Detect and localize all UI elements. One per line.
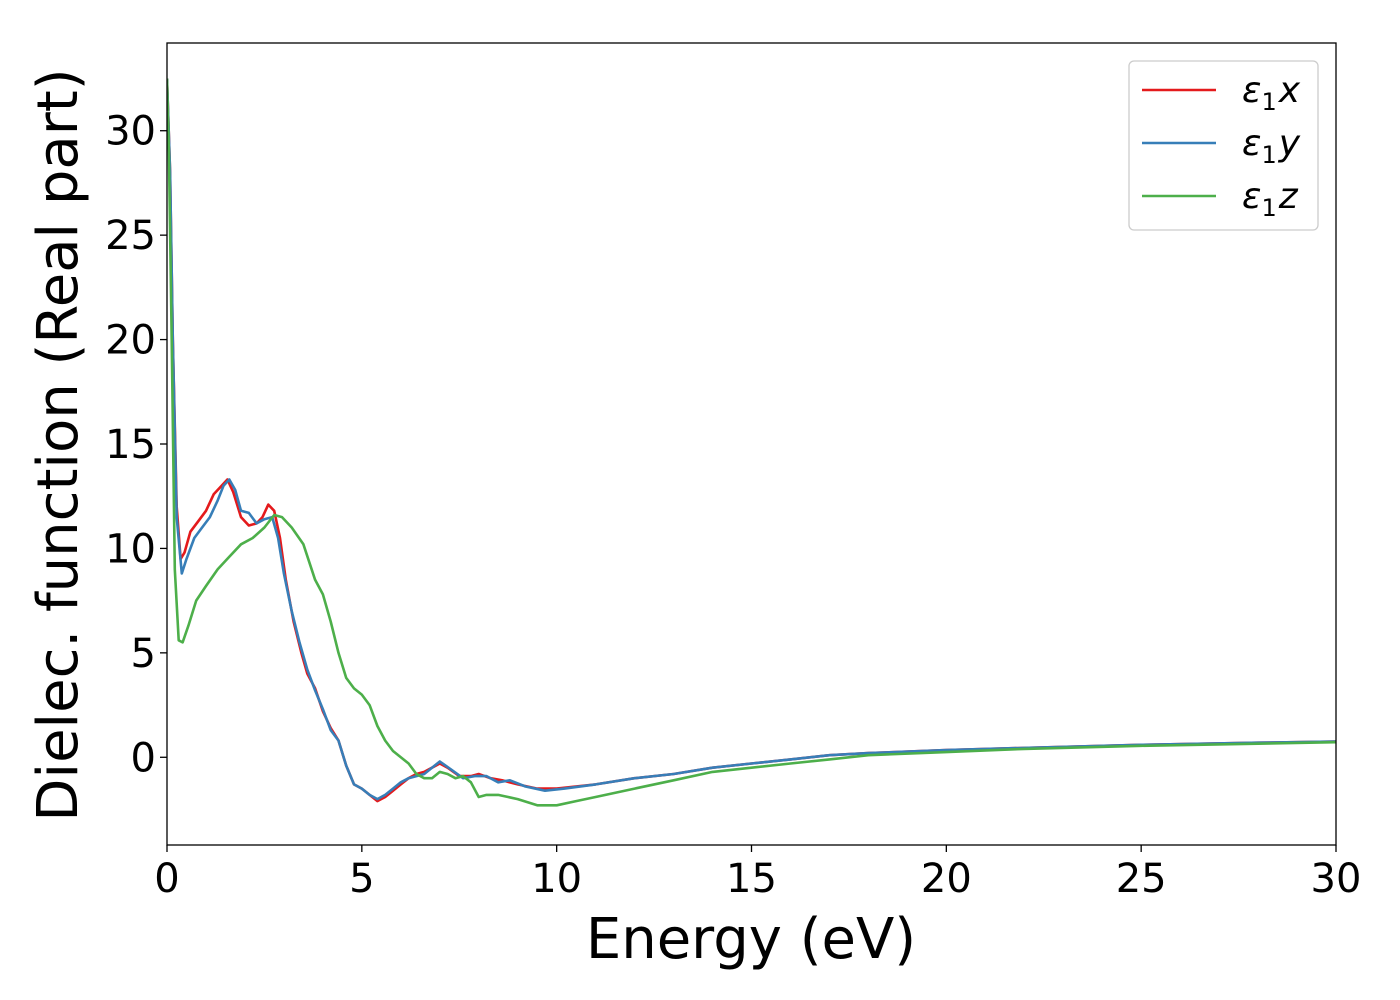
legend-label-z: ε1z — [1242, 176, 1299, 222]
x-tick-label: 5 — [349, 856, 374, 902]
legend-label-y: ε1y — [1242, 123, 1301, 169]
y-tick-label: 10 — [105, 526, 156, 572]
y-tick-label: 0 — [131, 735, 156, 781]
x-tick-label: 10 — [531, 856, 582, 902]
y-tick-label: 15 — [105, 422, 156, 468]
legend: ε1x ε1y ε1z — [1128, 60, 1319, 231]
x-tick-label: 0 — [154, 856, 179, 902]
x-axis-ticks: 0 5 10 15 20 25 30 — [154, 845, 1361, 902]
y-axis-ticks: 0 5 10 15 20 25 30 — [105, 109, 167, 781]
x-tick-label: 25 — [1116, 856, 1167, 902]
y-tick-label: 20 — [105, 318, 156, 364]
x-tick-label: 15 — [726, 856, 777, 902]
y-tick-label: 5 — [131, 631, 156, 677]
x-tick-label: 30 — [1311, 856, 1362, 902]
y-tick-label: 25 — [105, 213, 156, 259]
y-axis-label: Dielec. function (Real part) — [26, 68, 91, 821]
x-tick-label: 20 — [921, 856, 972, 902]
legend-label-x: ε1x — [1242, 70, 1301, 116]
legend-box — [1128, 60, 1319, 231]
x-axis-label: Energy (eV) — [586, 907, 916, 972]
y-tick-label: 30 — [105, 109, 156, 155]
series-line-y — [167, 78, 1336, 801]
plot-lines — [167, 78, 1336, 807]
series-line-z — [167, 78, 1336, 807]
